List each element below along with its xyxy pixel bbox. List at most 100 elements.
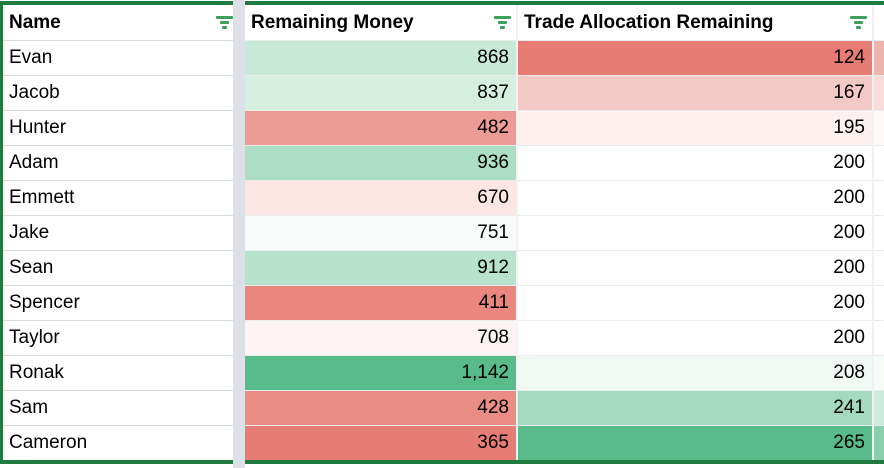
- cell-name[interactable]: Adam: [3, 146, 233, 181]
- next-column-sliver: [874, 41, 884, 76]
- table-row: Ronak 1,142 208: [3, 356, 884, 391]
- next-column-sliver: [874, 111, 884, 146]
- filter-icon[interactable]: [494, 16, 511, 29]
- cell-trade-allocation-remaining[interactable]: 241: [518, 391, 872, 426]
- table-border-top: [0, 1, 884, 5]
- cell-remaining-money[interactable]: 751: [245, 216, 516, 251]
- cell-trade-allocation-remaining[interactable]: 200: [518, 146, 872, 181]
- column-header-trade-allocation-remaining-label: Trade Allocation Remaining: [524, 11, 774, 33]
- table-row: Jake 751 200: [3, 216, 884, 251]
- cell-name[interactable]: Emmett: [3, 181, 233, 216]
- column-gridline: [516, 426, 518, 461]
- table-row: Hunter 482 195: [3, 111, 884, 146]
- header-row: Name Remaining Money Trade Allocation Re…: [3, 5, 884, 41]
- cell-trade-allocation-remaining[interactable]: 124: [518, 41, 872, 76]
- cell-trade-allocation-remaining[interactable]: 200: [518, 181, 872, 216]
- cell-trade-allocation-remaining[interactable]: 200: [518, 286, 872, 321]
- cell-name[interactable]: Taylor: [3, 321, 233, 356]
- next-column-sliver: [874, 216, 884, 251]
- column-gap-strip: [233, 0, 245, 468]
- next-column-sliver: [874, 146, 884, 181]
- table-row: Emmett 670 200: [3, 181, 884, 216]
- column-header-name-label: Name: [9, 11, 61, 33]
- cell-name[interactable]: Jacob: [3, 76, 233, 111]
- table-row: Sam 428 241: [3, 391, 884, 426]
- table-rows: Name Remaining Money Trade Allocation Re…: [3, 5, 884, 461]
- cell-trade-allocation-remaining[interactable]: 167: [518, 76, 872, 111]
- column-gridline: [516, 286, 518, 321]
- cell-name[interactable]: Spencer: [3, 286, 233, 321]
- column-gridline: [872, 251, 874, 286]
- column-gridline: [516, 41, 518, 76]
- table-row: Adam 936 200: [3, 146, 884, 181]
- next-column-sliver: [874, 76, 884, 111]
- column-gridline: [872, 356, 874, 391]
- cell-remaining-money[interactable]: 936: [245, 146, 516, 181]
- cell-name[interactable]: Jake: [3, 216, 233, 251]
- cell-trade-allocation-remaining[interactable]: 265: [518, 426, 872, 461]
- cell-remaining-money[interactable]: 411: [245, 286, 516, 321]
- column-gridline: [872, 111, 874, 146]
- column-gridline: [872, 391, 874, 426]
- column-gridline: [872, 426, 874, 461]
- column-header-trade-allocation-remaining[interactable]: Trade Allocation Remaining: [518, 5, 872, 41]
- cell-trade-allocation-remaining[interactable]: 200: [518, 321, 872, 356]
- cell-name[interactable]: Ronak: [3, 356, 233, 391]
- cell-name[interactable]: Cameron: [3, 426, 233, 461]
- table-row: Evan 868 124: [3, 41, 884, 76]
- table-row: Jacob 837 167: [3, 76, 884, 111]
- table-row: Taylor 708 200: [3, 321, 884, 356]
- column-header-remaining-money-label: Remaining Money: [251, 11, 414, 33]
- column-gridline: [872, 286, 874, 321]
- cell-remaining-money[interactable]: 365: [245, 426, 516, 461]
- cell-remaining-money[interactable]: 708: [245, 321, 516, 356]
- cell-trade-allocation-remaining[interactable]: 200: [518, 216, 872, 251]
- next-column-sliver: [874, 356, 884, 391]
- cell-name[interactable]: Sean: [3, 251, 233, 286]
- cell-trade-allocation-remaining[interactable]: 195: [518, 111, 872, 146]
- table-row: Spencer 411 200: [3, 286, 884, 321]
- cell-remaining-money[interactable]: 912: [245, 251, 516, 286]
- column-gridline: [872, 76, 874, 111]
- column-gridline: [872, 181, 874, 216]
- column-gridline: [516, 76, 518, 111]
- column-gridline: [516, 146, 518, 181]
- column-gridline: [872, 5, 874, 41]
- column-gridline: [516, 181, 518, 216]
- next-column-sliver: [874, 426, 884, 461]
- cell-trade-allocation-remaining[interactable]: 208: [518, 356, 872, 391]
- next-column-sliver: [874, 391, 884, 426]
- cell-remaining-money[interactable]: 868: [245, 41, 516, 76]
- column-gridline: [516, 356, 518, 391]
- cell-trade-allocation-remaining[interactable]: 200: [518, 251, 872, 286]
- column-gridline: [516, 5, 518, 41]
- column-gridline: [516, 251, 518, 286]
- column-header-name[interactable]: Name: [3, 5, 233, 41]
- next-column-sliver: [874, 286, 884, 321]
- next-column-sliver: [874, 251, 884, 286]
- column-gridline: [872, 321, 874, 356]
- cell-name[interactable]: Evan: [3, 41, 233, 76]
- filter-icon[interactable]: [850, 16, 867, 29]
- next-column-sliver: [874, 321, 884, 356]
- table-border-bottom: [0, 460, 884, 464]
- column-gridline: [872, 41, 874, 76]
- cell-remaining-money[interactable]: 837: [245, 76, 516, 111]
- column-gridline: [516, 111, 518, 146]
- column-header-remaining-money[interactable]: Remaining Money: [245, 5, 516, 41]
- cell-remaining-money[interactable]: 670: [245, 181, 516, 216]
- cell-name[interactable]: Sam: [3, 391, 233, 426]
- cell-remaining-money[interactable]: 482: [245, 111, 516, 146]
- cell-remaining-money[interactable]: 1,142: [245, 356, 516, 391]
- filter-icon[interactable]: [216, 16, 233, 29]
- column-gridline: [516, 391, 518, 426]
- table-row: Cameron 365 265: [3, 426, 884, 461]
- table-row: Sean 912 200: [3, 251, 884, 286]
- table-border-left: [0, 1, 3, 464]
- cell-remaining-money[interactable]: 428: [245, 391, 516, 426]
- column-gridline: [872, 146, 874, 181]
- column-gridline: [872, 216, 874, 251]
- cell-name[interactable]: Hunter: [3, 111, 233, 146]
- column-gridline: [516, 321, 518, 356]
